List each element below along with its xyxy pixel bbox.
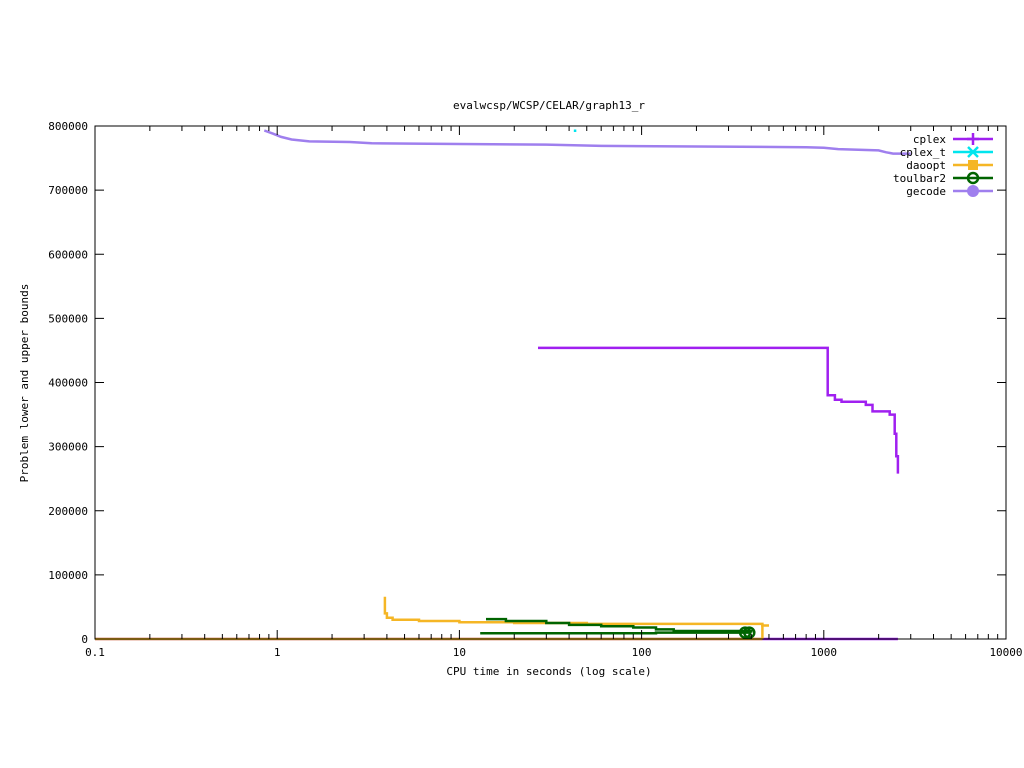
plot-area xyxy=(95,129,911,641)
legend-label: daoopt xyxy=(906,159,946,172)
marker-stroke xyxy=(967,146,979,158)
x-tick-label: 1000 xyxy=(811,646,838,659)
x-tick-label: 10 xyxy=(453,646,466,659)
x-tick-label: 100 xyxy=(632,646,652,659)
series-line xyxy=(486,617,753,633)
legend-marker xyxy=(967,146,979,158)
x-tick-label: 1 xyxy=(274,646,281,659)
series-toulbar2 xyxy=(480,617,756,639)
legend-marker xyxy=(966,171,980,185)
series-cplex xyxy=(95,346,900,641)
legend-label: cplex_t xyxy=(900,146,946,159)
x-tick-label: 0.1 xyxy=(85,646,105,659)
data-point xyxy=(743,626,756,639)
chart-title: evalwcsp/WCSP/CELAR/graph13_r xyxy=(453,99,645,112)
legend-label: toulbar2 xyxy=(893,172,946,185)
series-line xyxy=(383,596,769,627)
y-tick-label: 800000 xyxy=(48,120,88,133)
y-tick-label: 500000 xyxy=(48,312,88,325)
x-axis-label: CPU time in seconds (log scale) xyxy=(446,665,651,678)
data-point xyxy=(573,129,577,132)
y-tick-label: 700000 xyxy=(48,184,88,197)
legend-label: cplex xyxy=(913,133,946,146)
y-tick-label: 400000 xyxy=(48,377,88,390)
y-tick-label: 100000 xyxy=(48,569,88,582)
y-axis-label: Problem lower and upper bounds xyxy=(18,284,31,483)
y-tick-label: 200000 xyxy=(48,505,88,518)
plot-frame xyxy=(94,125,1007,640)
series-line xyxy=(538,346,900,474)
legend-marker xyxy=(967,185,979,197)
series-line xyxy=(480,631,752,635)
x-tick-label: 10000 xyxy=(989,646,1022,659)
legend-marker xyxy=(967,133,979,145)
data-point xyxy=(738,626,752,639)
legend-item: cplex_t xyxy=(900,146,993,159)
legend-item: cplex xyxy=(913,133,993,146)
axes: 0 100000 200000 300000 400000 500000 600000 700… xyxy=(48,120,1022,659)
series-gecode xyxy=(263,129,911,155)
series-line xyxy=(263,129,911,155)
y-tick-label: 600000 xyxy=(48,248,88,261)
legend-item: daoopt xyxy=(906,159,993,172)
series-cplex-t xyxy=(573,129,577,132)
y-tick-label: 0 xyxy=(81,633,88,646)
legend-item: gecode xyxy=(906,185,993,198)
legend-label: gecode xyxy=(906,185,946,198)
legend-marker xyxy=(968,160,978,170)
y-tick-label: 300000 xyxy=(48,441,88,454)
legend-item: toulbar2 xyxy=(893,171,993,185)
